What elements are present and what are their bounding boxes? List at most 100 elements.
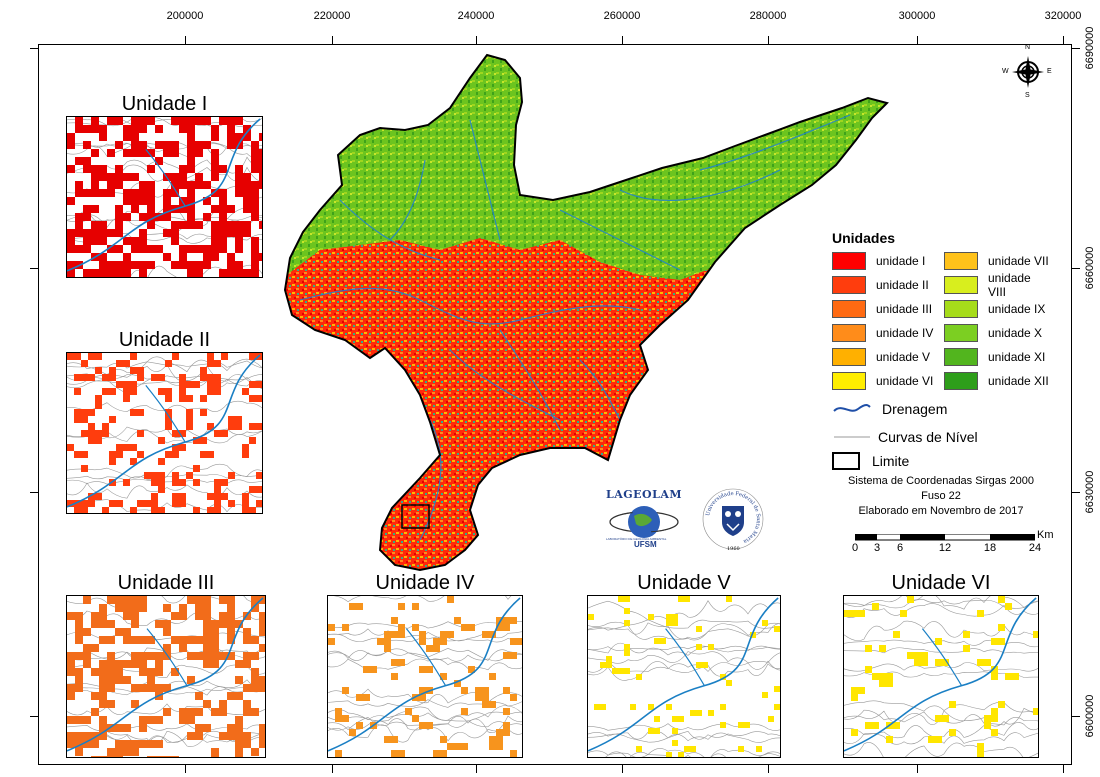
- unit-cell: [844, 610, 858, 617]
- unit-cell: [158, 472, 165, 479]
- unit-cell: [115, 748, 123, 756]
- unit-cell: [67, 716, 75, 724]
- tick-top-mark: [768, 36, 769, 44]
- legend-swatch: [832, 276, 866, 294]
- north-arrow: N S E W: [1002, 44, 1052, 99]
- unit-cell: [81, 465, 88, 472]
- unit-cell: [243, 732, 251, 740]
- unit-cell: [235, 748, 243, 756]
- inset-unidade-4: [327, 595, 523, 758]
- unit-cell: [109, 451, 123, 458]
- unit-cell: [75, 636, 83, 644]
- unit-cell: [179, 381, 186, 388]
- unit-cell: [235, 676, 243, 684]
- unit-cell: [115, 261, 123, 269]
- unit-cell: [249, 423, 262, 430]
- unit-cell: [256, 472, 262, 479]
- unit-cell: [235, 756, 243, 757]
- limit-box-icon: [832, 452, 860, 470]
- unit-cell: [67, 740, 75, 748]
- unit-cell: [123, 125, 131, 133]
- unit-cell: [115, 245, 123, 253]
- unit-cell: [67, 668, 75, 676]
- inset-unidade-6: [843, 595, 1039, 758]
- unit-cell: [99, 732, 107, 740]
- unit-cell: [447, 743, 454, 750]
- legend-item: unidade III: [832, 300, 932, 318]
- unit-cell: [83, 644, 99, 652]
- unit-cell: [81, 416, 88, 423]
- unit-cell: [935, 715, 949, 722]
- inset-title-3: Unidade III: [117, 572, 215, 594]
- unit-cell: [155, 668, 163, 676]
- unit-cell: [131, 700, 139, 708]
- unit-cell: [207, 451, 214, 458]
- unit-cell: [496, 624, 503, 631]
- unit-cell: [774, 686, 780, 692]
- unit-cell: [211, 620, 227, 628]
- unit-cell: [99, 724, 107, 732]
- unit-cell: [489, 757, 496, 758]
- tick-top-label: 260000: [603, 10, 641, 22]
- unit-cell: [99, 261, 107, 269]
- unit-cell: [426, 666, 433, 673]
- unit-cell: [242, 451, 249, 458]
- unit-cell: [147, 261, 155, 269]
- unit-cell: [503, 708, 510, 715]
- unit-cell: [510, 638, 522, 645]
- unit-cell: [203, 117, 211, 125]
- unit-cell: [163, 628, 171, 636]
- unit-cell: [139, 596, 147, 604]
- unit-cell: [219, 612, 227, 620]
- unit-cell: [496, 729, 510, 736]
- unit-cell: [130, 507, 137, 513]
- unit-cell: [738, 722, 750, 728]
- unit-cell: [67, 261, 75, 269]
- legend-item-label: unidade XI: [988, 350, 1046, 364]
- unit-cell: [115, 724, 131, 732]
- unit-cell: [158, 437, 165, 444]
- unit-cell: [123, 395, 130, 402]
- tick-bottom-mark: [185, 765, 186, 773]
- unit-cell: [335, 750, 342, 757]
- unit-cell: [195, 692, 203, 700]
- lageolam-logo-text: LAGEOLAM: [606, 488, 683, 501]
- legend-contour-label: Curvas de Nível: [878, 429, 978, 445]
- unit-cell: [774, 704, 780, 710]
- unit-cell: [419, 638, 426, 645]
- unit-cell: [690, 710, 702, 716]
- unit-cell: [211, 660, 219, 668]
- unit-cell: [131, 189, 147, 197]
- unit-cell: [482, 694, 489, 701]
- unit-cell: [165, 416, 172, 423]
- unit-cell: [211, 149, 219, 157]
- contour-line: [588, 642, 780, 656]
- unit-cell: [88, 409, 95, 416]
- legend-limit-label: Limite: [872, 453, 910, 469]
- unit-cell: [75, 221, 83, 229]
- compass-s: S: [1025, 92, 1030, 99]
- contour-line: [844, 700, 1038, 713]
- tick-bottom-mark: [768, 765, 769, 773]
- drainage-line-icon: [833, 404, 871, 412]
- unit-cell: [99, 716, 107, 724]
- unit-cell: [510, 652, 517, 659]
- unit-cell: [107, 700, 115, 708]
- unit-cell: [648, 728, 660, 734]
- unit-cell: [147, 189, 155, 197]
- unit-cell: [137, 409, 144, 416]
- unit-cell: [123, 628, 131, 636]
- unit-cell: [503, 617, 510, 624]
- unit-cell: [123, 604, 131, 612]
- unit-cell: [139, 197, 155, 205]
- unit-cell: [1033, 631, 1038, 638]
- unit-cell: [91, 189, 99, 197]
- legend-item: unidade IV: [832, 324, 933, 342]
- unit-cell: [155, 660, 163, 668]
- unit-cell: [949, 729, 956, 736]
- legend-swatch: [832, 252, 866, 270]
- unit-cell: [259, 253, 262, 261]
- unit-cell: [228, 423, 242, 430]
- unit-cell: [99, 173, 107, 181]
- unit-cell: [171, 756, 179, 757]
